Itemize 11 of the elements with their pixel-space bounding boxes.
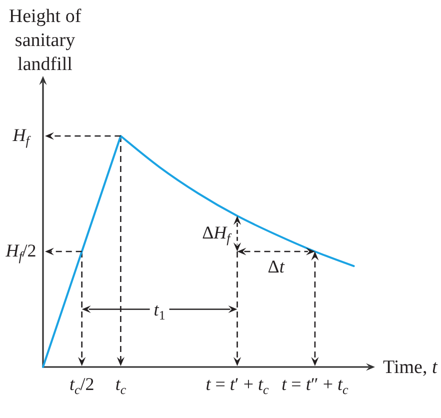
x-tick-label: t$_{c}$: [115, 374, 126, 398]
x-tick-label: t = t″ + t$_{c}$: [282, 374, 349, 398]
annotation: H$_{f}$/2: [4, 240, 36, 264]
x-tick-label: t$_{c}$/2: [69, 374, 94, 398]
x-axis-title: Time, t: [383, 357, 438, 378]
y-axis-title: Height of sanitary landfill: [8, 6, 82, 75]
annotation: ΔH$_{f}$: [202, 222, 233, 246]
annotation: t$_{1}$: [154, 299, 166, 323]
annotation: H$_{f}$: [12, 125, 32, 148]
annotation: Δt: [268, 256, 286, 276]
x-tick-label: t = t′ + t$_{c}$: [206, 374, 270, 398]
